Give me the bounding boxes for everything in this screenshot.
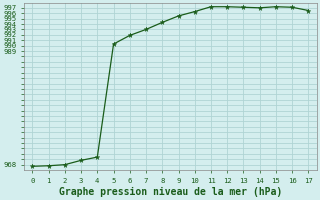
X-axis label: Graphe pression niveau de la mer (hPa): Graphe pression niveau de la mer (hPa) <box>59 186 282 197</box>
